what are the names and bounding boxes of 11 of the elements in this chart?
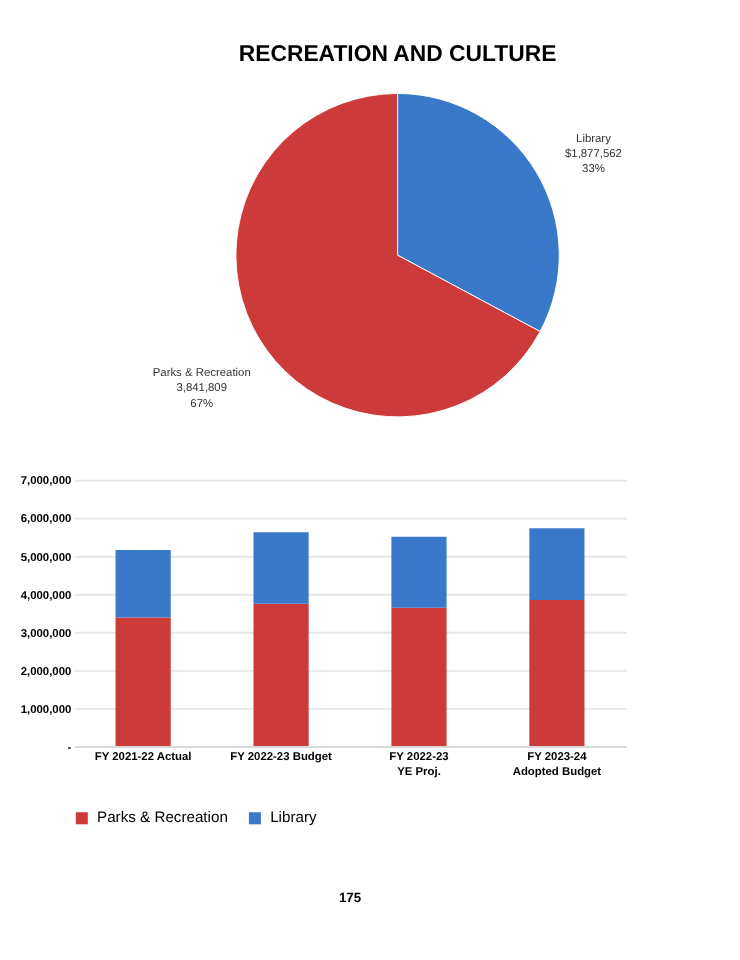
bar <box>529 528 585 600</box>
bar <box>391 536 447 608</box>
bar <box>529 599 585 746</box>
bar <box>253 532 309 604</box>
legend-label: Library <box>270 808 317 827</box>
bar <box>115 617 171 746</box>
legend-label: Parks & Recreation <box>97 808 228 827</box>
chart-title: RECREATION AND CULTURE <box>238 43 558 68</box>
bar <box>253 603 309 746</box>
bar <box>391 607 447 746</box>
bar <box>115 550 171 618</box>
